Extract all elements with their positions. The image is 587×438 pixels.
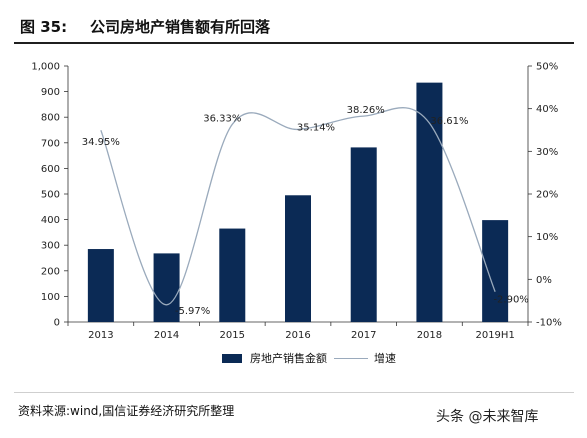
bar — [87, 249, 114, 322]
legend-line-swatch — [334, 358, 368, 359]
x-tick-label: 2019H1 — [475, 330, 514, 341]
x-tick-label: 2014 — [154, 330, 179, 341]
labels-layer: 34.95% -5.97% 36.33% 35.14% 38.26% 36.61% -2.9… — [82, 105, 529, 317]
legend-bar-swatch — [222, 354, 242, 363]
left-tick-label: 1,000 — [31, 62, 60, 73]
growth-line — [100, 107, 496, 306]
bar — [350, 147, 377, 322]
legend-line-label: 增速 — [374, 352, 396, 365]
right-tick-label: 30% — [536, 147, 558, 158]
left-tick-label: 400 — [41, 215, 60, 226]
figure-header: 图 35: 公司房地产销售额有所回落 — [14, 12, 574, 44]
left-tick-label: 200 — [41, 266, 60, 277]
growth-data-label: 38.26% — [347, 105, 385, 116]
bar — [219, 228, 246, 322]
left-tick-label: 800 — [41, 113, 60, 124]
x-tick-label: 2013 — [88, 330, 113, 341]
watermark: 头条 @未来智库 — [436, 409, 539, 425]
growth-data-label: 35.14% — [297, 122, 335, 133]
x-tick-label: 2015 — [220, 330, 245, 341]
figure-label: 图 35: — [20, 18, 68, 36]
left-tick-label: 700 — [41, 138, 60, 149]
growth-data-label: -2.90% — [493, 295, 528, 306]
bar — [285, 195, 311, 322]
x-tick-label: 2016 — [285, 330, 310, 341]
growth-data-label: 34.95% — [82, 137, 120, 148]
left-tick-label: 500 — [41, 190, 60, 201]
left-tick-label: 100 — [41, 292, 60, 303]
left-tick-label: 600 — [41, 164, 60, 175]
right-tick-label: 40% — [536, 104, 558, 115]
bar — [153, 253, 180, 322]
x-tick-label: 2018 — [417, 330, 442, 341]
legend-bar-label: 房地产销售金额 — [250, 352, 327, 365]
growth-data-label: 36.33% — [203, 113, 241, 124]
right-tick-label: 20% — [536, 190, 558, 201]
footer-divider — [14, 392, 574, 393]
chart-legend: 房地产销售金额 增速 — [0, 348, 587, 368]
left-tick-label: 300 — [41, 241, 60, 252]
axes-layer: 0 100 200 300 400 500 600 700 800 900 1,000 -10% 0% 1… — [31, 62, 561, 342]
right-tick-label: -10% — [536, 318, 562, 329]
figure-title: 公司房地产销售额有所回落 — [90, 18, 271, 36]
sales-chart: 0 100 200 300 400 500 600 700 800 900 1,000 -10% 0% 1… — [31, 62, 561, 342]
x-tick-label: 2017 — [351, 330, 376, 341]
right-tick-label: 10% — [536, 232, 558, 243]
left-tick-label: 0 — [54, 318, 60, 329]
right-tick-label: 50% — [536, 62, 558, 73]
growth-data-label: -5.97% — [175, 306, 210, 317]
line-layer — [100, 107, 496, 306]
growth-data-label: 36.61% — [430, 116, 468, 127]
source-note: 资料来源:wind,国信证券经济研究所整理 — [18, 404, 235, 418]
right-tick-label: 0% — [536, 275, 552, 286]
bar — [482, 220, 509, 322]
left-tick-label: 900 — [41, 87, 60, 98]
